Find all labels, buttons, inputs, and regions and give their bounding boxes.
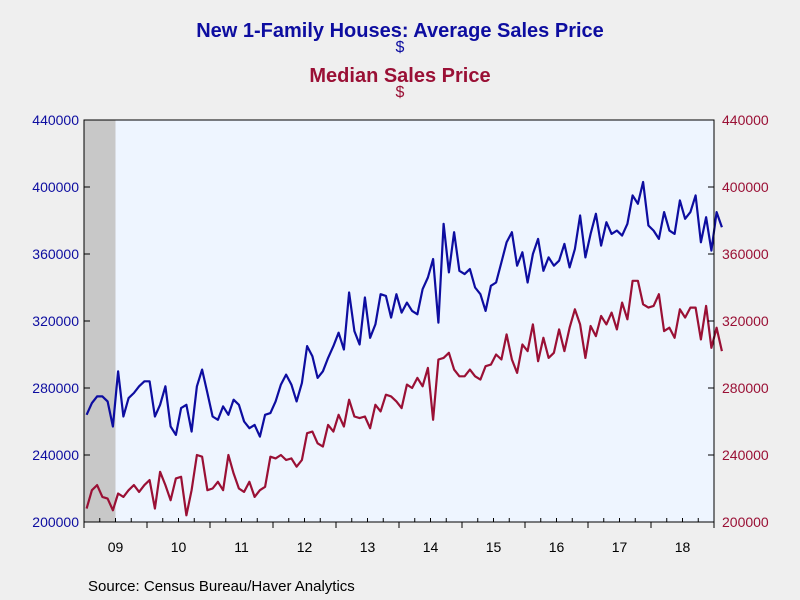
right-axis-tick-label: 320000 <box>722 313 769 329</box>
x-axis-tick-label: 16 <box>549 539 565 555</box>
x-axis-tick-label: 12 <box>297 539 313 555</box>
left-axis-tick-label: 400000 <box>32 179 79 195</box>
left-axis-tick-label: 360000 <box>32 246 79 262</box>
median-price-line <box>85 279 723 517</box>
x-axis-tick-label: 09 <box>108 539 124 555</box>
right-axis-tick-label: 360000 <box>722 246 769 262</box>
right-axis-tick-label: 440000 <box>722 112 769 128</box>
x-axis-tick-label: 15 <box>486 539 502 555</box>
series-layer <box>85 180 723 517</box>
source-note: Source: Census Bureau/Haver Analytics <box>88 578 355 595</box>
x-axis-tick-label: 18 <box>675 539 691 555</box>
left-axis-tick-label: 200000 <box>32 514 79 530</box>
x-axis-tick-label: 13 <box>360 539 376 555</box>
left-axis-tick-label: 240000 <box>32 447 79 463</box>
chart-title: New 1-Family Houses: Average Sales Price <box>196 20 604 42</box>
right-axis-tick-label: 240000 <box>722 447 769 463</box>
left-axis-tick-label: 440000 <box>32 112 79 128</box>
average-price-line <box>85 180 723 438</box>
right-axis-tick-label: 200000 <box>722 514 769 530</box>
right-axis-tick-label: 280000 <box>722 380 769 396</box>
x-axis-tick-label: 11 <box>234 539 249 555</box>
chart-subtitle: Median Sales Price <box>309 65 491 87</box>
left-axis-tick-label: 320000 <box>32 313 79 329</box>
x-axis-tick-label: 14 <box>423 539 439 555</box>
x-axis-tick-label: 10 <box>171 539 187 555</box>
left-axis-tick-label: 280000 <box>32 380 79 396</box>
right-axis-tick-label: 400000 <box>722 179 769 195</box>
chart-subtitle-unit: $ <box>395 84 405 101</box>
x-axis-tick-label: 17 <box>612 539 628 555</box>
axes-layer: 200000 240000 280000 320000 360000 400000 4400… <box>32 112 769 555</box>
chart-title-unit: $ <box>395 39 405 56</box>
